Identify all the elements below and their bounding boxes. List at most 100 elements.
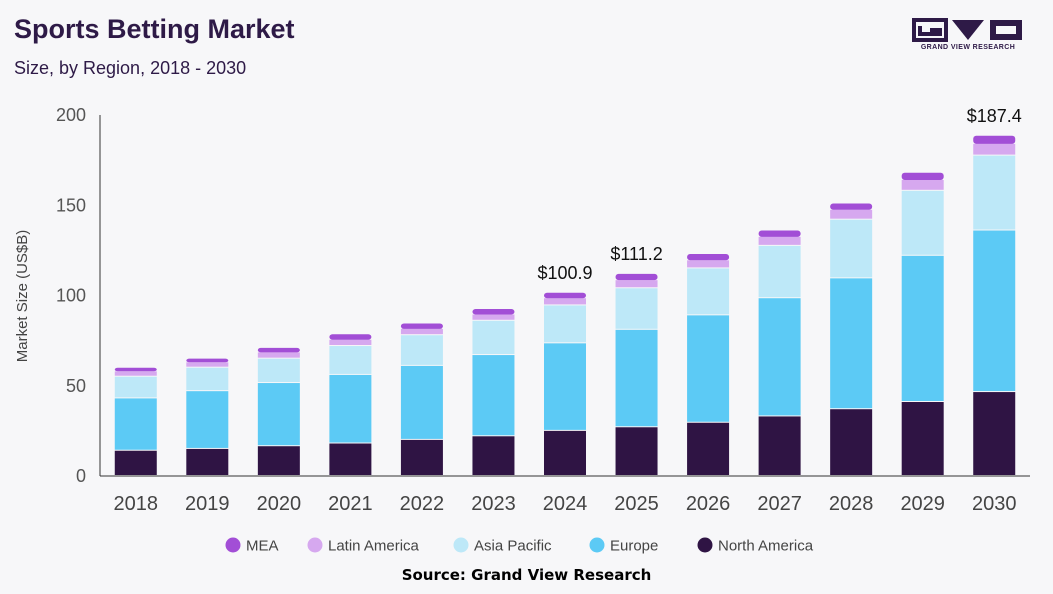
bar-segment	[901, 190, 944, 255]
bar-segment	[186, 391, 229, 448]
legend-swatch	[453, 537, 469, 553]
bar-segment	[257, 446, 300, 475]
source-note: Source: Grand View Research	[401, 566, 652, 584]
x-tick-label: 2026	[686, 493, 731, 515]
x-tick-label: 2027	[757, 493, 802, 515]
bar-segment	[257, 358, 300, 383]
bar-segment	[687, 253, 730, 261]
y-tick-label: 200	[56, 105, 86, 125]
stacked-bar-chart: Market Size (US$B) 0 50 100 150 200 2018 2019 2…	[14, 105, 1030, 555]
x-tick-label: 2018	[114, 493, 159, 515]
bar-segment	[758, 298, 801, 416]
logo-icon	[912, 18, 1022, 42]
x-tick-label: 2029	[900, 493, 945, 515]
bar-segment	[257, 383, 300, 446]
bar-segment	[544, 343, 586, 430]
bar-segment	[400, 335, 443, 365]
bar-segment	[186, 358, 229, 363]
bar-segment	[758, 416, 801, 475]
y-axis-label: Market Size (US$B)	[14, 230, 31, 363]
bar-segment	[472, 355, 515, 436]
y-tick-label: 100	[56, 286, 86, 306]
y-tick-label: 50	[66, 376, 86, 396]
bar-segment	[400, 439, 443, 475]
bar-segment	[687, 260, 730, 268]
legend-item: Latin America	[307, 537, 420, 555]
bar-segment	[830, 219, 873, 278]
bar-segment	[329, 374, 372, 443]
bar-segment	[901, 172, 944, 180]
bar-segment	[901, 255, 944, 401]
bar-segment	[615, 280, 658, 288]
bar-segment	[901, 401, 944, 475]
bar-segment	[257, 347, 300, 353]
bar-segment	[472, 320, 515, 355]
grand-view-research-logo: GRAND VIEW RESEARCH	[912, 18, 1024, 58]
bar-segment	[830, 409, 873, 475]
chart-title: Sports Betting Market	[14, 14, 295, 44]
legend-item: Asia Pacific	[453, 537, 552, 555]
series-latin-america	[114, 143, 1016, 376]
x-tick-label: 2020	[257, 493, 302, 515]
bar-segment	[114, 376, 157, 398]
x-tick-label: 2022	[400, 493, 445, 515]
legend-swatch	[589, 537, 605, 553]
bar-segment	[830, 203, 873, 210]
bar-segment	[400, 365, 443, 439]
bar-segment	[114, 367, 157, 372]
y-tick-label: 150	[56, 195, 86, 215]
bar-segment	[186, 362, 229, 367]
x-tick-label: 2025	[614, 493, 659, 515]
bar-segment	[687, 422, 730, 475]
series-mea	[114, 135, 1016, 372]
total-value-label: $111.2	[610, 244, 662, 264]
bar-segment	[615, 273, 658, 281]
chart-subtitle: Size, by Region, 2018 - 2030	[14, 58, 247, 78]
bar-segment	[329, 334, 372, 340]
y-tick-label: 0	[76, 466, 86, 486]
total-value-label: $187.4	[967, 106, 1022, 126]
logo-text: GRAND VIEW RESEARCH	[920, 44, 1016, 51]
legend-label: North America	[718, 538, 814, 555]
bar-segment	[114, 398, 157, 450]
legend-item: Europe	[589, 537, 658, 555]
bar-segment	[472, 314, 515, 320]
legend-swatch	[307, 537, 323, 553]
legend-label: Latin America	[328, 538, 420, 555]
legend-label: MEA	[246, 538, 279, 555]
series-asia-pacific	[114, 155, 1016, 398]
bar-segment	[615, 288, 658, 329]
x-tick-label: 2030	[972, 493, 1017, 515]
bar-segment	[400, 328, 443, 335]
bar-segment	[400, 323, 443, 329]
legend-item: North America	[697, 537, 814, 555]
bar-segment	[114, 450, 157, 475]
bar-segment	[830, 278, 873, 409]
x-tick-label: 2024	[543, 493, 588, 515]
bar-segment	[758, 230, 801, 237]
bar-segment	[544, 305, 586, 343]
bar-segment	[973, 155, 1016, 230]
bar-segment	[758, 245, 801, 298]
bar-segment	[114, 371, 157, 376]
bar-segment	[186, 448, 229, 475]
x-tick-label: 2028	[829, 493, 874, 515]
bar-segment	[687, 268, 730, 315]
legend-label: Asia Pacific	[474, 538, 552, 555]
bar-segment	[544, 430, 586, 475]
series-europe	[114, 230, 1016, 450]
bar-segment	[544, 298, 586, 305]
bar-segment	[472, 309, 515, 315]
bar-segment	[329, 346, 372, 374]
bar-segment	[329, 339, 372, 346]
bar-segment	[687, 315, 730, 422]
bar-segment	[615, 427, 658, 475]
x-tick-label: 2019	[185, 493, 230, 515]
bar-segment	[973, 135, 1016, 144]
bar-segment	[973, 230, 1016, 392]
series-north-america	[114, 392, 1016, 475]
x-tick-label: 2023	[471, 493, 516, 515]
bar-segment	[472, 436, 515, 475]
legend-item: MEA	[225, 537, 279, 555]
bar-segment	[615, 329, 658, 427]
